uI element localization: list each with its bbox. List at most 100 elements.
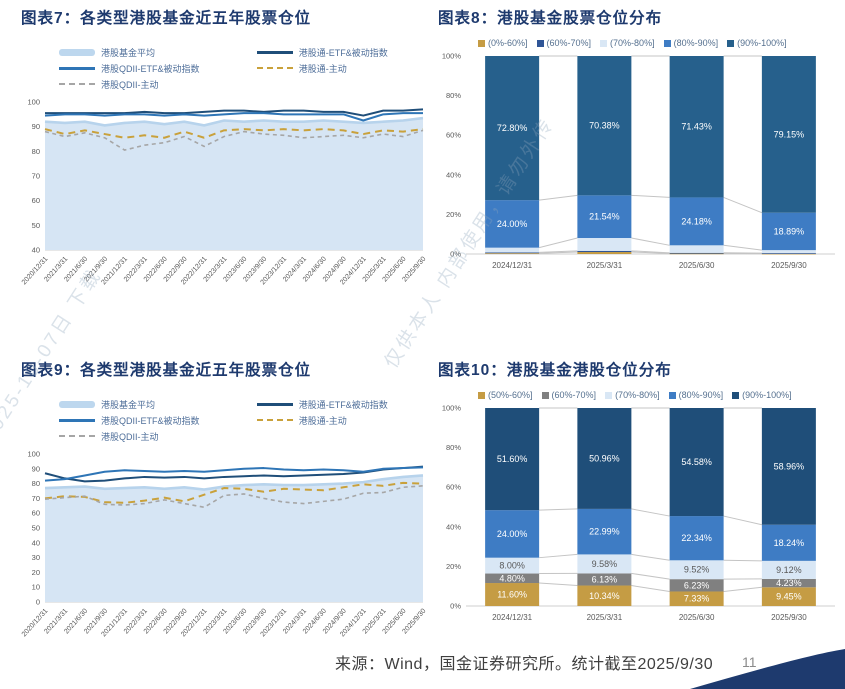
y-tick-label: 90 bbox=[32, 464, 40, 473]
x-category-label: 2024/12/31 bbox=[492, 613, 533, 622]
segment-value-label: 50.96% bbox=[589, 453, 620, 463]
segment-value-label: 24.00% bbox=[497, 529, 528, 539]
bar-segment-(90%-100%] bbox=[485, 56, 540, 201]
square-swatch-icon bbox=[732, 391, 740, 399]
segment-value-label: 22.99% bbox=[589, 527, 620, 537]
line-swatch-icon bbox=[59, 66, 95, 70]
series-connector-line bbox=[631, 572, 670, 580]
y-tick-label: 70 bbox=[32, 494, 40, 503]
legend-label: (70%-80%] bbox=[610, 38, 655, 48]
bar-segment-(70%-80%] bbox=[761, 250, 816, 254]
legend-item: (60%-70%] bbox=[541, 390, 597, 400]
y-tick-label: 100% bbox=[442, 404, 462, 413]
bar-segment-(90%-100%] bbox=[761, 408, 816, 525]
bar-segment-(80%-90%] bbox=[669, 516, 724, 561]
bar-segment-(90%-100%] bbox=[577, 56, 632, 196]
legend-label: 港股QDII-主动 bbox=[101, 431, 159, 442]
source-note: 来源：Wind，国金证券研究所。统计截至2025/9/30 bbox=[335, 656, 714, 673]
segment-value-label: 24.00% bbox=[497, 219, 528, 229]
y-tick-label: 80% bbox=[446, 443, 461, 452]
legend-item: 港股通-ETF&被动指数 bbox=[256, 396, 399, 412]
y-tick-label: 50 bbox=[32, 524, 40, 533]
legend-label: (60%-70%] bbox=[551, 390, 597, 400]
legend-label: 港股通-主动 bbox=[298, 415, 347, 426]
series-connector-line bbox=[631, 508, 670, 517]
legend-item: 港股QDII-ETF&被动指数 bbox=[59, 60, 211, 76]
legend-label: (80%-90%] bbox=[678, 390, 724, 400]
legend-label: 港股通-ETF&被动指数 bbox=[298, 399, 388, 410]
segment-value-label: 71.43% bbox=[681, 122, 712, 132]
bar-segment-(60%-70%] bbox=[485, 573, 540, 584]
bar-segment-(0%-60%] bbox=[577, 252, 632, 254]
legend-label: 港股QDII-ETF&被动指数 bbox=[101, 415, 200, 426]
legend-item: 港股基金平均 bbox=[59, 44, 211, 60]
square-swatch-icon bbox=[478, 39, 485, 47]
series-connector-line bbox=[631, 553, 670, 561]
y-tick-label: 40% bbox=[446, 522, 461, 531]
y-tick-label: 60% bbox=[446, 483, 461, 492]
fig7-title: 图表7：各类型港股基金近五年股票仓位 bbox=[21, 10, 312, 27]
y-tick-label: 20 bbox=[32, 568, 40, 577]
dash-swatch-icon bbox=[256, 67, 293, 69]
segment-value-label: 9.52% bbox=[684, 565, 710, 575]
y-tick-label: 100% bbox=[442, 52, 462, 61]
bar-segment-(60%-70%] bbox=[761, 253, 816, 254]
legend-item: 港股通-主动 bbox=[256, 60, 399, 76]
corner-swoosh-decoration bbox=[690, 649, 845, 689]
panel-fig10-bar-chart: 图表10：港股基金港股仓位分布 (50%-60%] (60%-70%] (70%-8… bbox=[432, 360, 845, 652]
y-tick-label: 60 bbox=[32, 196, 40, 205]
segment-value-label: 58.96% bbox=[774, 461, 805, 471]
bar-segment-(60%-70%] bbox=[669, 579, 724, 592]
legend-label: (50%-60%] bbox=[488, 390, 533, 400]
x-category-label: 2025/3/31 bbox=[587, 613, 623, 622]
y-tick-label: 0 bbox=[36, 598, 40, 607]
y-tick-label: 30 bbox=[32, 553, 40, 562]
legend-item: (80%-90%] bbox=[663, 38, 719, 48]
segment-value-label: 79.15% bbox=[774, 129, 805, 139]
y-tick-label: 0% bbox=[450, 250, 461, 259]
segment-value-label: 9.12% bbox=[776, 565, 802, 575]
x-category-label: 2025/6/30 bbox=[679, 261, 715, 270]
fig8-plot: 0% 20% 40% 60% 80% 100% 24.00% 21.54% 24.18% 18.8… bbox=[442, 52, 835, 270]
fig9-plot: 01020304050607080901002020/12/312021/3/3… bbox=[21, 450, 428, 639]
x-category-label: 2025/3/31 bbox=[587, 261, 623, 270]
series-connector-line bbox=[631, 250, 670, 254]
legend-label: 港股通-ETF&被动指数 bbox=[298, 47, 388, 58]
series-area-港股基金平均 bbox=[45, 475, 423, 602]
segment-value-label: 72.80% bbox=[497, 123, 528, 133]
bar-segment-(70%-80%] bbox=[669, 560, 724, 580]
bar-segment-(50%-60%] bbox=[577, 585, 632, 606]
legend-label: (60%-70%] bbox=[546, 38, 592, 48]
legend-label: (0%-60%] bbox=[488, 38, 528, 48]
bar-segment-(70%-80%] bbox=[577, 554, 632, 574]
series-line-港股通-主动 bbox=[44, 481, 424, 504]
legend-item: 港股QDII-主动 bbox=[59, 428, 211, 444]
y-tick-label: 90 bbox=[32, 122, 40, 131]
series-connector-line bbox=[539, 237, 578, 249]
legend-item: (80%-90%] bbox=[668, 390, 724, 400]
y-tick-label: 10 bbox=[32, 583, 40, 592]
band-swatch-icon bbox=[59, 48, 95, 56]
x-category-label: 2025/9/30 bbox=[771, 613, 807, 622]
segment-value-label: 7.33% bbox=[684, 594, 710, 604]
fig9-legend: 港股基金平均 港股QDII-ETF&被动指数 港股QDII-主动 港股通-ETF&被动… bbox=[59, 396, 399, 444]
series-connector-line bbox=[631, 251, 670, 254]
bar-segment-(60%-70%] bbox=[669, 252, 724, 254]
series-connector-line bbox=[539, 251, 578, 254]
y-tick-label: 20% bbox=[446, 210, 461, 219]
segment-value-label: 54.58% bbox=[681, 457, 712, 467]
bar-segment-(80%-90%] bbox=[485, 200, 540, 248]
segment-value-label: 11.60% bbox=[497, 590, 527, 600]
legend-label: (80%-90%] bbox=[673, 38, 719, 48]
segment-value-label: 8.00% bbox=[499, 561, 525, 571]
legend-item: (70%-80%] bbox=[600, 38, 655, 48]
series-line-港股通-ETF&被动指数 bbox=[44, 465, 424, 483]
legend-label: (90%-100%] bbox=[742, 390, 792, 400]
legend-label: (90%-100%] bbox=[737, 38, 787, 48]
legend-item: 港股QDII-主动 bbox=[59, 76, 211, 92]
legend-item: (70%-80%] bbox=[605, 390, 660, 400]
segment-value-label: 51.60% bbox=[497, 454, 528, 464]
bar-segment-(70%-80%] bbox=[761, 560, 816, 579]
bar-segment-(60%-70%] bbox=[485, 252, 540, 254]
series-line-港股QDII-ETF&被动指数 bbox=[44, 112, 423, 122]
